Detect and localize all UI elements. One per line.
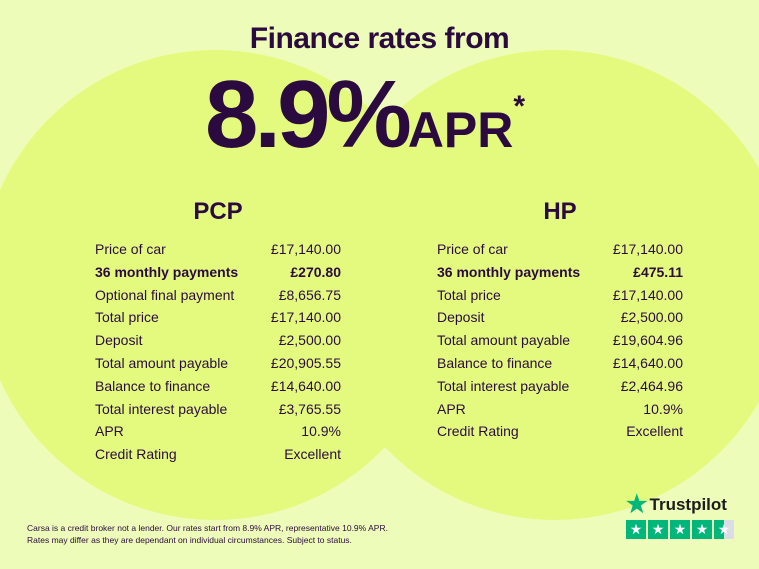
row-value: £20,905.55 xyxy=(270,354,341,371)
row-label: Balance to finance xyxy=(95,377,211,394)
row-value: £3,765.55 xyxy=(278,400,341,417)
table-row: Credit Rating Excellent xyxy=(95,443,341,466)
row-label: Total amount payable xyxy=(437,332,571,349)
row-value: £14,640.00 xyxy=(612,354,683,371)
row-label: Credit Rating xyxy=(437,423,519,440)
table-row: Balance to finance £14,640.00 xyxy=(437,352,683,375)
asterisk: * xyxy=(513,90,526,123)
trustpilot-badge[interactable]: ★ Trustpilot ★ ★ ★ ★ ★ xyxy=(626,491,734,539)
pcp-table: PCP Price of car £17,140.00 36 monthly pay… xyxy=(95,198,341,466)
trustpilot-name: Trustpilot xyxy=(649,495,727,514)
table-row: Deposit £2,500.00 xyxy=(437,306,683,329)
row-value: £17,140.00 xyxy=(612,241,683,257)
rate-suffix: APR xyxy=(407,102,514,158)
row-value: 10.9% xyxy=(301,423,341,440)
table-row: Total amount payable £19,604.96 xyxy=(437,329,683,352)
row-value: £2,500.00 xyxy=(278,332,341,349)
row-label: Price of car xyxy=(95,241,166,257)
rate-value: 8.9% xyxy=(205,61,412,168)
row-label: Price of car xyxy=(437,241,508,257)
row-value: £17,140.00 xyxy=(270,241,341,257)
row-label: Deposit xyxy=(95,332,143,349)
table-row: APR 10.9% xyxy=(437,398,683,421)
star-icon: ★ xyxy=(670,520,690,539)
disclaimer: Carsa is a credit broker not a lender. O… xyxy=(27,522,388,546)
row-value: £2,464.96 xyxy=(620,377,683,394)
row-label: 36 monthly payments xyxy=(437,263,581,280)
background-circle-right xyxy=(320,50,759,520)
table-row: Total interest payable £2,464.96 xyxy=(437,375,683,398)
row-label: Total interest payable xyxy=(437,377,570,394)
row-value: £8,656.75 xyxy=(278,286,341,303)
table-row: Total amount payable £20,905.55 xyxy=(95,352,341,375)
row-label: Credit Rating xyxy=(95,446,177,463)
star-icon: ★ xyxy=(626,520,646,539)
hp-title: HP xyxy=(543,198,577,225)
table-row: Price of car £17,140.00 xyxy=(95,238,341,261)
trustpilot-star-icon: ★ xyxy=(626,491,648,518)
star-icon: ★ xyxy=(692,520,712,539)
row-label: APR xyxy=(437,400,466,417)
row-value: £17,140.00 xyxy=(270,309,341,326)
row-label: Optional final payment xyxy=(95,286,235,303)
disclaimer-line-2: Rates may differ as they are dependant o… xyxy=(27,535,352,545)
row-value: Excellent xyxy=(626,423,683,440)
row-label: 36 monthly payments xyxy=(95,263,239,280)
row-value: Excellent xyxy=(284,446,341,463)
star-icon: ★ xyxy=(648,520,668,539)
trustpilot-rating: ★ ★ ★ ★ ★ xyxy=(626,520,734,539)
row-label: Total price xyxy=(95,309,159,326)
table-row: Total price £17,140.00 xyxy=(437,284,683,307)
row-value: £475.11 xyxy=(633,263,683,280)
table-row: Price of car £17,140.00 xyxy=(437,238,683,261)
table-row: Total interest payable £3,765.55 xyxy=(95,398,341,421)
row-label: APR xyxy=(95,423,124,440)
pcp-rows: Price of car £17,140.00 36 monthly payment… xyxy=(95,238,341,466)
row-value: £2,500.00 xyxy=(620,309,683,326)
row-value: £19,604.96 xyxy=(612,332,683,349)
headline: Finance rates from xyxy=(249,22,510,55)
disclaimer-line-1: Carsa is a credit broker not a lender. O… xyxy=(27,523,388,533)
row-label: Total price xyxy=(437,286,501,303)
row-label: Balance to finance xyxy=(437,354,553,371)
hp-table: HP Price of car £17,140.00 36 monthly paym… xyxy=(437,198,683,443)
row-label: Total interest payable xyxy=(95,400,228,417)
half-star-icon: ★ xyxy=(714,520,734,539)
row-label: Total amount payable xyxy=(95,354,229,371)
pcp-title: PCP xyxy=(193,198,243,225)
row-value: £17,140.00 xyxy=(612,286,683,303)
table-row: APR 10.9% xyxy=(95,420,341,443)
table-row: 36 monthly payments £475.11 xyxy=(437,261,683,284)
table-row: Optional final payment £8,656.75 xyxy=(95,284,341,307)
row-value: 10.9% xyxy=(643,400,683,417)
row-value: £270.80 xyxy=(290,263,341,280)
row-value: £14,640.00 xyxy=(270,377,341,394)
table-row: Deposit £2,500.00 xyxy=(95,329,341,352)
hp-rows: Price of car £17,140.00 36 monthly payment… xyxy=(437,238,683,443)
table-row: Credit Rating Excellent xyxy=(437,420,683,443)
table-row: Balance to finance £14,640.00 xyxy=(95,375,341,398)
row-label: Deposit xyxy=(437,309,485,326)
table-row: 36 monthly payments £270.80 xyxy=(95,261,341,284)
rate-display: 8.9%APR* xyxy=(205,60,525,170)
table-row: Total price £17,140.00 xyxy=(95,306,341,329)
